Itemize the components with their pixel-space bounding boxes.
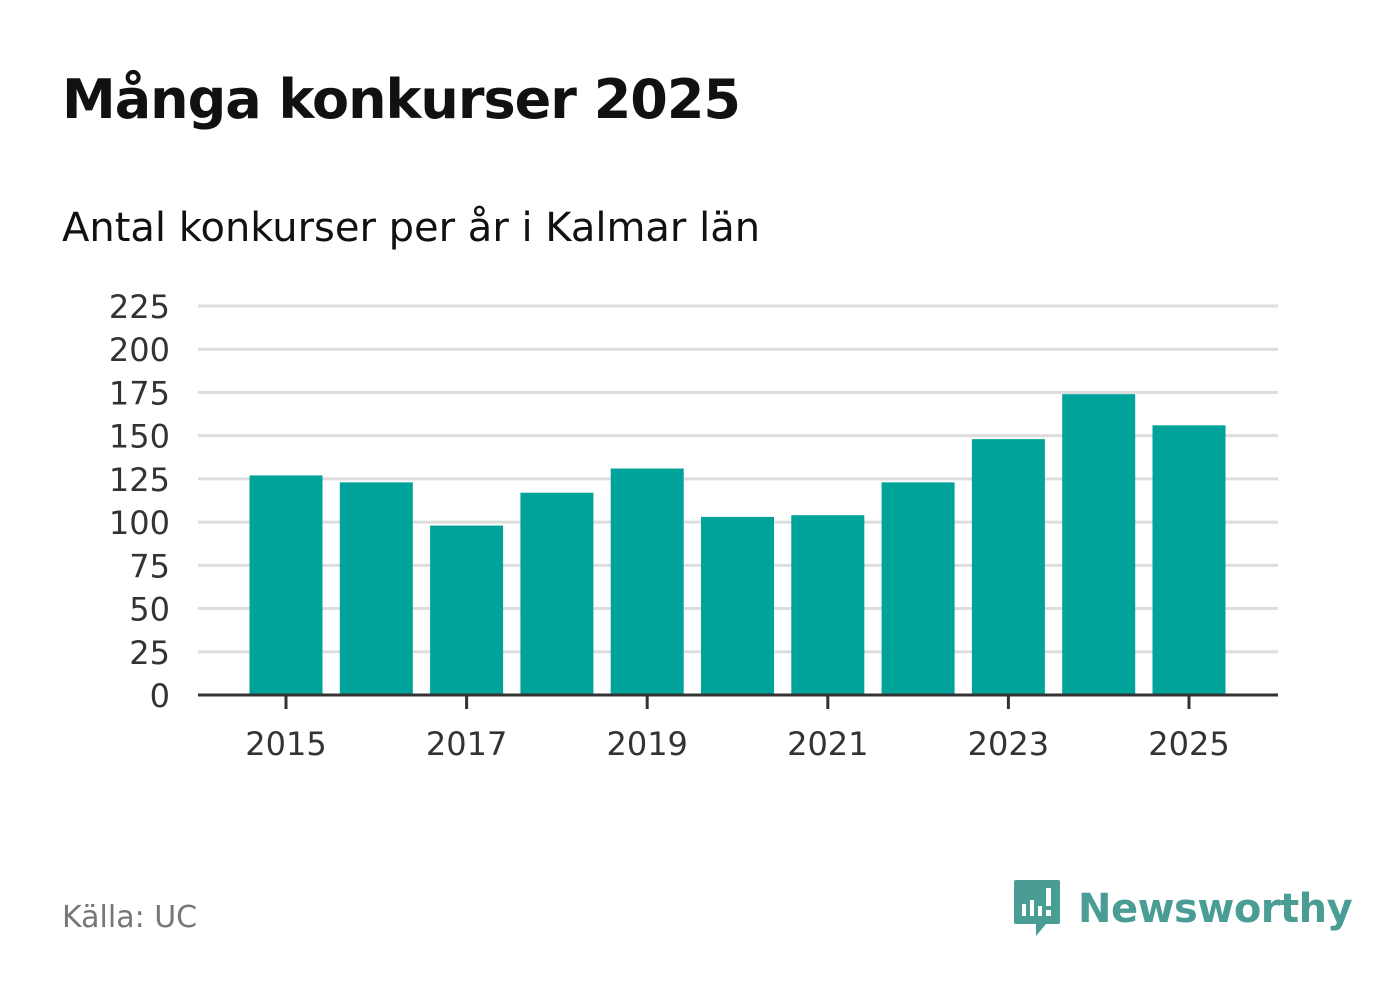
bar-2022	[881, 482, 955, 695]
y-tick-label: 25	[129, 634, 170, 672]
x-tick-label: 2015	[245, 725, 326, 763]
y-tick-label: 225	[109, 288, 170, 326]
axes	[198, 693, 1278, 709]
y-tick-label: 125	[109, 461, 170, 499]
y-tick-label: 175	[109, 374, 170, 412]
bar-2016	[339, 482, 413, 695]
bar-2024	[1062, 394, 1136, 695]
y-tick-label: 50	[129, 591, 170, 629]
bar-2017	[430, 525, 504, 695]
chart-title: Många konkurser 2025	[62, 68, 741, 131]
source-note: Källa: UC	[62, 900, 198, 935]
bar-2021	[791, 515, 865, 695]
bar-2018	[520, 492, 594, 695]
y-tick-label: 75	[129, 547, 170, 585]
bar-2023	[971, 439, 1045, 695]
bar-2015	[249, 475, 323, 695]
chart-subtitle: Antal konkurser per år i Kalmar län	[62, 205, 761, 251]
x-tick-label: 2023	[968, 725, 1049, 763]
y-tick-label: 0	[150, 677, 170, 715]
newsworthy-logo-icon	[1014, 880, 1060, 936]
bars	[249, 394, 1226, 695]
bar-2025	[1152, 425, 1226, 695]
y-tick-label: 100	[109, 504, 170, 542]
tick-labels: 0 25 50 75 100 125 150 175 200 225 2015 2017 2019 202…	[109, 288, 1230, 763]
x-tick-label: 2019	[606, 725, 687, 763]
x-tick-label: 2025	[1148, 725, 1229, 763]
bar-2019	[610, 468, 684, 695]
y-tick-label: 200	[109, 331, 170, 369]
bar-2020	[701, 516, 774, 695]
y-tick-label: 150	[109, 418, 170, 456]
x-tick-label: 2021	[787, 725, 868, 763]
brand-logo: Newsworthy	[1012, 878, 1353, 940]
x-tick-label: 2017	[426, 725, 507, 763]
brand-name: Newsworthy	[1078, 886, 1353, 932]
